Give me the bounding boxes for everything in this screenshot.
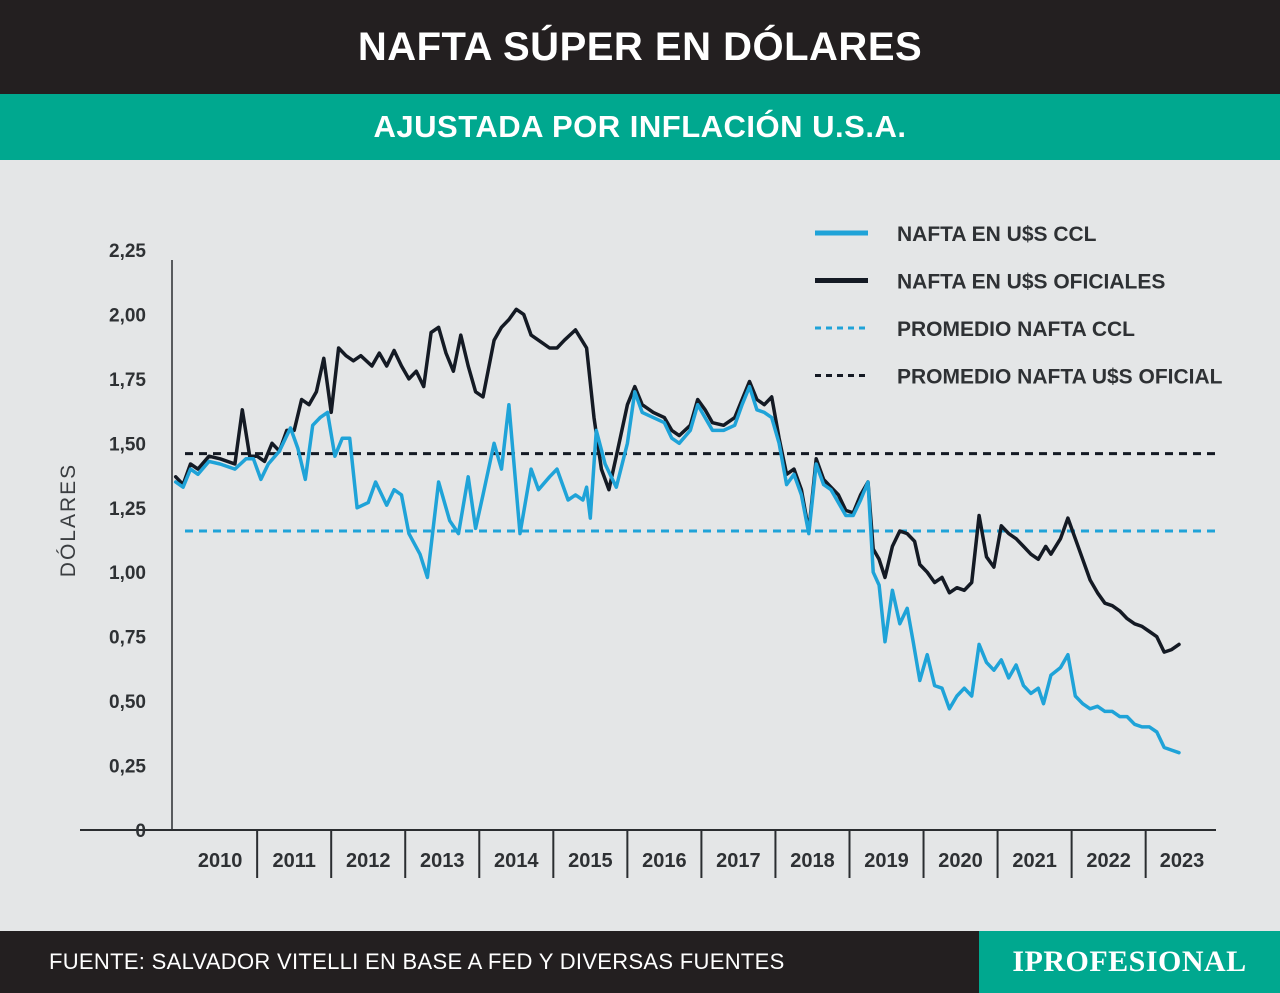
y-axis-label: DÓLARES xyxy=(57,463,80,577)
chart-area: 0 0,25 0,50 0,75 1,00 1,25 1,50 1,75 2,00 2,25 201… xyxy=(0,160,1280,930)
line-chart: 0 0,25 0,50 0,75 1,00 1,25 1,50 1,75 2,00 2,25 201… xyxy=(57,223,1223,878)
y-tick-label: 1,25 xyxy=(109,499,146,520)
series-line-oficial xyxy=(173,307,1181,654)
y-tick-label: 0,25 xyxy=(109,757,146,778)
source-note: FUENTE: SALVADOR VITELLI EN BASE A FED Y… xyxy=(49,949,785,974)
chart-subtitle: AJUSTADA POR INFLACIÓN U.S.A. xyxy=(0,94,1280,160)
x-tick-label: 2010 xyxy=(198,850,243,872)
brand-logo: IPROFESIONAL xyxy=(979,931,1280,993)
x-tick-label: 2014 xyxy=(494,850,539,872)
x-tick-label: 2015 xyxy=(568,850,613,872)
legend-label: PROMEDIO NAFTA CCL xyxy=(897,318,1135,341)
axes: 0 0,25 0,50 0,75 1,00 1,25 1,50 1,75 2,00 2,25 201… xyxy=(80,241,1216,878)
x-tick-label: 2011 xyxy=(272,850,315,872)
x-tick-label: 2017 xyxy=(716,850,761,872)
legend-label: NAFTA EN U$S CCL xyxy=(897,223,1097,246)
series-lines xyxy=(173,307,1181,755)
x-tick-label: 2023 xyxy=(1160,850,1205,872)
x-tick-label: 2018 xyxy=(790,850,835,872)
legend: NAFTA EN U$S CCL NAFTA EN U$S OFICIALES PR… xyxy=(815,223,1223,389)
y-tick-label: 1,00 xyxy=(109,563,146,584)
chart-title: NAFTA SÚPER EN DÓLARES xyxy=(0,0,1280,94)
y-tick-label: 0 xyxy=(135,821,146,842)
y-tick-label: 2,25 xyxy=(109,241,146,262)
y-tick-label: 2,00 xyxy=(109,305,146,326)
legend-label: NAFTA EN U$S OFICIALES xyxy=(897,271,1165,294)
average-lines xyxy=(185,452,1216,533)
x-tick-label: 2012 xyxy=(346,850,391,872)
y-tick-label: 0,50 xyxy=(109,692,146,713)
x-tick-label: 2020 xyxy=(938,850,983,872)
x-tick-label: 2022 xyxy=(1086,850,1131,872)
y-tick-label: 1,50 xyxy=(109,434,146,455)
y-tick-label: 0,75 xyxy=(109,628,146,649)
footer: FUENTE: SALVADOR VITELLI EN BASE A FED Y… xyxy=(0,931,1280,993)
legend-label: PROMEDIO NAFTA U$S OFICIAL xyxy=(897,366,1223,389)
series-line-ccl xyxy=(173,384,1181,755)
x-tick-label: 2019 xyxy=(864,850,909,872)
x-tick-label: 2013 xyxy=(420,850,465,872)
y-tick-label: 1,75 xyxy=(109,370,146,391)
x-tick-label: 2016 xyxy=(642,850,687,872)
x-tick-label: 2021 xyxy=(1012,850,1057,872)
